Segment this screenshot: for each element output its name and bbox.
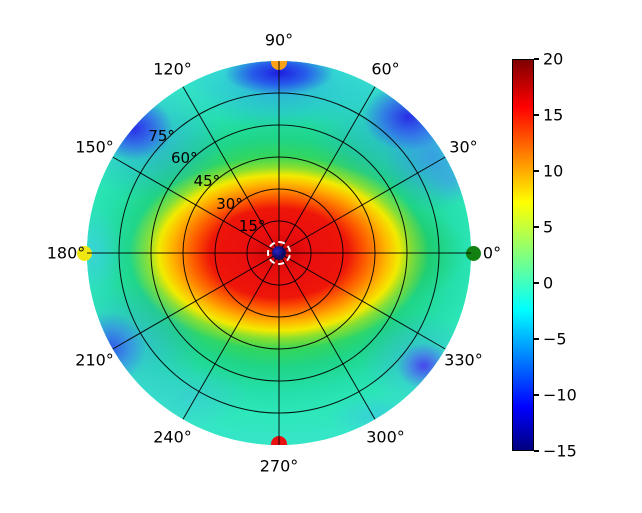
- angular-tick-label-120: 120°: [153, 59, 192, 79]
- radial-tick-label-15: 15°: [238, 217, 266, 236]
- angular-tick-label-240: 240°: [153, 427, 192, 447]
- radial-tick-label-75: 75°: [148, 126, 175, 145]
- angular-tick-label-30: 30°: [449, 137, 478, 156]
- radial-tick-label-60: 60°: [170, 149, 198, 168]
- edge-marker-0: [466, 245, 481, 261]
- colorbar-tick-20: [534, 58, 539, 60]
- angular-tick-label-330: 330°: [444, 350, 483, 369]
- angular-tick-label-90: 90°: [264, 30, 294, 50]
- colorbar: [512, 59, 534, 451]
- colorbar-tick-5: [534, 226, 539, 228]
- polar-plot: 0° 30° 60° 90° 120° 150° 180° 210° 240° 270° 300° 3…: [47, 31, 501, 476]
- angular-tick-label-300: 300°: [366, 427, 405, 447]
- colorbar-tick-−10: [534, 394, 539, 396]
- center-marker-dot: [272, 246, 286, 260]
- angular-tick-label-150: 150°: [75, 137, 114, 156]
- colorbar-tick-10: [534, 170, 539, 172]
- edge-marker-180: [77, 245, 92, 261]
- angular-tick-label-210: 210°: [75, 350, 114, 369]
- colorbar-tick-−5: [534, 338, 539, 340]
- center-marker-dashed-ring: [267, 241, 291, 265]
- angular-tick-label-0: 0°: [482, 243, 502, 263]
- colorbar-tick-15: [534, 114, 539, 116]
- colorbar-tick-label-20: 20: [543, 49, 564, 69]
- colorbar-tick-label-15: 15: [543, 105, 564, 125]
- colorbar-tick-−15: [534, 450, 539, 452]
- colorbar-tick-label-−10: −10: [543, 385, 577, 405]
- colorbar-tick-label-−15: −15: [543, 441, 577, 461]
- radial-tick-label-30: 30°: [216, 194, 243, 213]
- colorbar-tick-label-10: 10: [543, 161, 564, 181]
- angular-tick-label-180: 180°: [46, 243, 86, 263]
- angular-tick-label-270: 270°: [259, 456, 299, 476]
- colorbar-tick-label-5: 5: [543, 217, 554, 237]
- colorbar-tick-label-0: 0: [543, 273, 554, 293]
- angular-tick-label-60: 60°: [371, 59, 400, 79]
- edge-marker-270: [271, 436, 287, 445]
- radial-tick-label-45: 45°: [193, 171, 221, 190]
- colorbar-tick-label-−5: −5: [543, 329, 567, 349]
- colorbar-tick-0: [534, 282, 539, 284]
